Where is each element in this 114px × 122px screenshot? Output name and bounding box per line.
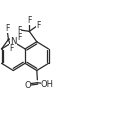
- Text: F: F: [17, 33, 21, 42]
- Text: N: N: [10, 37, 16, 46]
- Text: F: F: [9, 44, 13, 53]
- Text: F: F: [17, 26, 21, 35]
- Text: OH: OH: [41, 80, 54, 89]
- Text: F: F: [5, 24, 9, 33]
- Text: F: F: [35, 21, 40, 30]
- Text: O: O: [24, 81, 31, 90]
- Text: F: F: [27, 16, 31, 25]
